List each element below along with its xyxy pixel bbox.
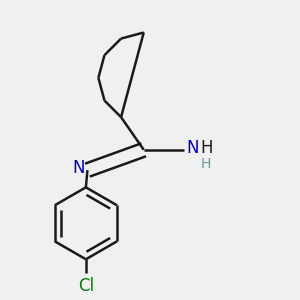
Text: H: H [201,157,211,171]
Text: N: N [72,159,85,177]
Text: Cl: Cl [78,277,94,295]
Text: H: H [200,139,213,157]
Text: N: N [186,139,199,157]
